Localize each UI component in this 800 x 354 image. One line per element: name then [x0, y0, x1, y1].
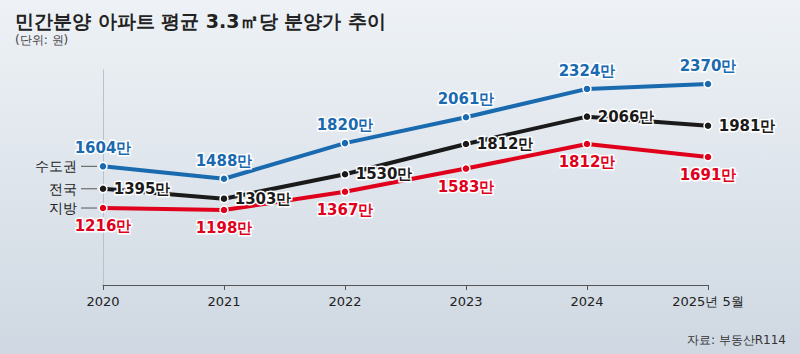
svg-text:1198만: 1198만	[196, 219, 253, 237]
svg-text:1216만: 1216만	[75, 217, 132, 235]
svg-text:2020: 2020	[86, 294, 119, 309]
svg-text:민간분양 아파트 평균 3.3㎡당 분양가 추이: 민간분양 아파트 평균 3.3㎡당 분양가 추이	[15, 10, 386, 32]
svg-text:1530만: 1530만	[356, 165, 413, 183]
svg-text:지방: 지방	[49, 200, 77, 216]
svg-text:2023: 2023	[449, 294, 482, 309]
svg-text:1488만: 1488만	[196, 152, 253, 170]
svg-text:1303만: 1303만	[235, 190, 292, 208]
svg-text:1395만: 1395만	[114, 180, 171, 198]
svg-text:1691만: 1691만	[680, 166, 737, 184]
svg-text:2061만: 2061만	[438, 90, 495, 108]
svg-text:수도권: 수도권	[35, 158, 77, 174]
svg-text:2066만: 2066만	[598, 108, 655, 126]
svg-text:1583만: 1583만	[438, 178, 495, 196]
svg-text:2021: 2021	[207, 294, 240, 309]
svg-text:자료: 부동산R114: 자료: 부동산R114	[687, 333, 786, 347]
svg-text:2324만: 2324만	[559, 62, 616, 80]
svg-text:1604만: 1604만	[75, 139, 132, 157]
svg-text:1812만: 1812만	[477, 135, 534, 153]
svg-text:(단위: 원): (단위: 원)	[15, 33, 68, 47]
svg-text:1981만: 1981만	[719, 117, 776, 135]
svg-text:전국: 전국	[49, 181, 77, 197]
svg-text:1367만: 1367만	[317, 201, 374, 219]
svg-text:2024: 2024	[570, 294, 603, 309]
svg-text:1820만: 1820만	[317, 116, 374, 134]
svg-text:2022: 2022	[328, 294, 361, 309]
svg-text:1812만: 1812만	[559, 153, 616, 171]
svg-text:2025년 5월: 2025년 5월	[672, 294, 744, 309]
svg-text:2370만: 2370만	[680, 57, 737, 75]
